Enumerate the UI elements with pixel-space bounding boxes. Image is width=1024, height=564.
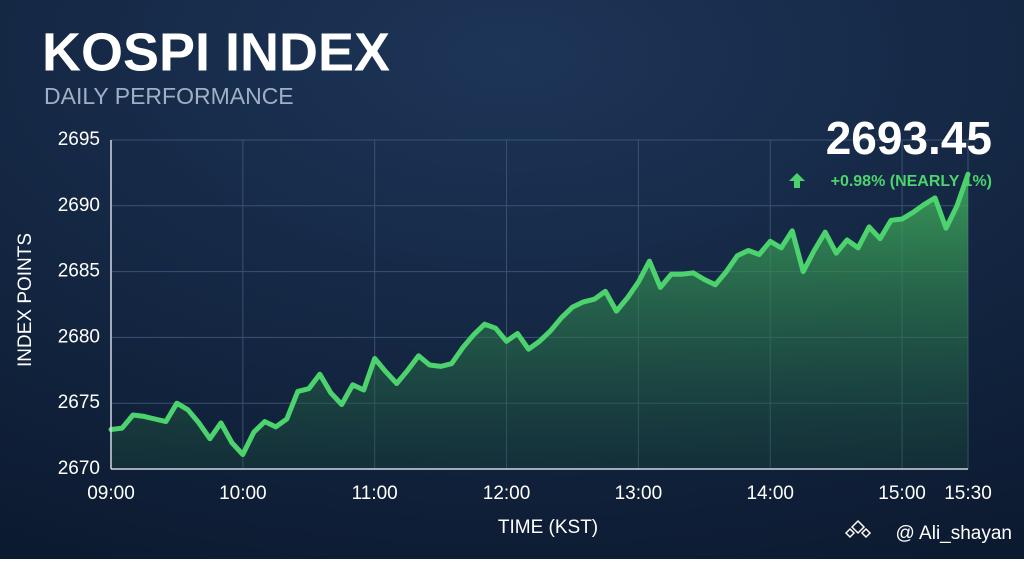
x-tick-label: 15:30 — [944, 483, 992, 504]
x-tick-label: 09:00 — [87, 483, 135, 504]
last-value: 2693.45 — [826, 112, 992, 164]
y-axis-label: INDEX POINTS — [15, 233, 36, 367]
y-tick-label: 2690 — [58, 195, 100, 216]
up-arrow-icon — [789, 173, 805, 188]
x-tick-label: 14:00 — [746, 483, 794, 504]
x-tick-label: 12:00 — [483, 483, 531, 504]
y-tick-label: 2695 — [58, 129, 100, 150]
y-tick-label: 2680 — [58, 326, 100, 347]
watermark-icon — [844, 519, 872, 539]
chart-title: KOSPI INDEX — [42, 22, 390, 82]
line — [108, 171, 971, 457]
y-tick-label: 2685 — [58, 261, 100, 282]
x-tick-label: 13:00 — [615, 483, 663, 504]
x-tick-label: 11:00 — [352, 483, 398, 504]
watermark: @ Ali_shayan — [896, 523, 1012, 544]
x-tick-label: 10:00 — [219, 483, 267, 504]
x-axis-label: TIME (KST) — [498, 517, 598, 538]
area — [111, 174, 968, 469]
y-tick-label: 2675 — [58, 392, 100, 413]
change-label: +0.98% (NEARLY 1%) — [831, 173, 992, 190]
y-tick-label: 2670 — [58, 458, 100, 479]
x-tick-label: 15:00 — [878, 483, 926, 504]
chart-subtitle: DAILY PERFORMANCE — [44, 83, 294, 109]
